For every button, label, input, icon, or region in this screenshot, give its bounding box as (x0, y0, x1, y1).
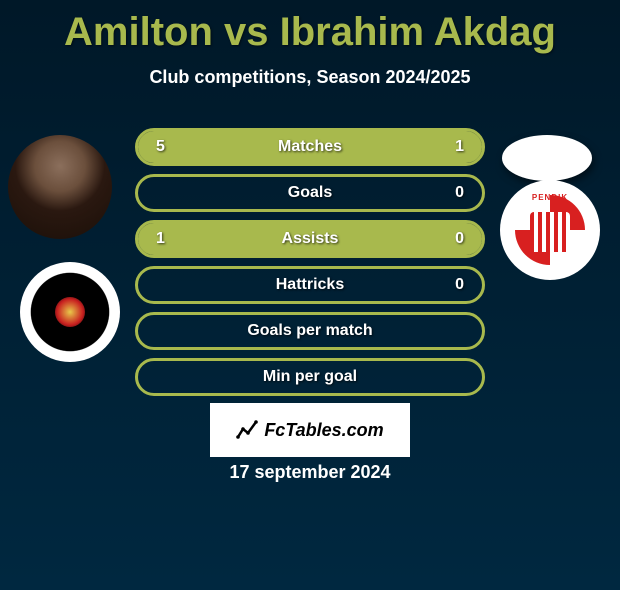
player-photo-right-placeholder (502, 135, 592, 181)
stat-label: Assists (282, 230, 339, 248)
fctables-badge: FcTables.com (210, 403, 410, 457)
stat-row-gpm: Goals per match (135, 312, 485, 350)
page-title: Amilton vs Ibrahim Akdag (0, 10, 620, 55)
stat-value-left: 1 (156, 230, 165, 248)
date-text: 17 september 2024 (0, 462, 620, 483)
subtitle: Club competitions, Season 2024/2025 (0, 67, 620, 88)
stats-panel: 5 Matches 1 Goals 0 1 Assists 0 Hattrick… (135, 128, 485, 404)
stat-value-right: 1 (455, 138, 464, 156)
stat-row-mpg: Min per goal (135, 358, 485, 396)
stat-row-goals: Goals 0 (135, 174, 485, 212)
stat-value-left: 5 (156, 138, 165, 156)
stat-label: Goals (288, 184, 332, 202)
stat-label: Goals per match (247, 322, 372, 340)
fctables-label: FcTables.com (264, 420, 383, 441)
stat-label: Min per goal (263, 368, 357, 386)
pendik-logo (515, 195, 585, 265)
stat-row-matches: 5 Matches 1 (135, 128, 485, 166)
stat-fill-right (424, 131, 482, 163)
chart-icon (236, 419, 258, 441)
stat-value-right: 0 (455, 230, 464, 248)
pendik-stripes (530, 212, 570, 252)
stat-value-right: 0 (455, 276, 464, 294)
stat-row-assists: 1 Assists 0 (135, 220, 485, 258)
player-photo-left (8, 135, 112, 239)
club-badge-right (500, 180, 600, 280)
stat-label: Matches (278, 138, 342, 156)
club-badge-left (20, 262, 120, 362)
stat-value-right: 0 (455, 184, 464, 202)
stat-row-hattricks: Hattricks 0 (135, 266, 485, 304)
stat-label: Hattricks (276, 276, 344, 294)
player-face-placeholder (8, 135, 112, 239)
